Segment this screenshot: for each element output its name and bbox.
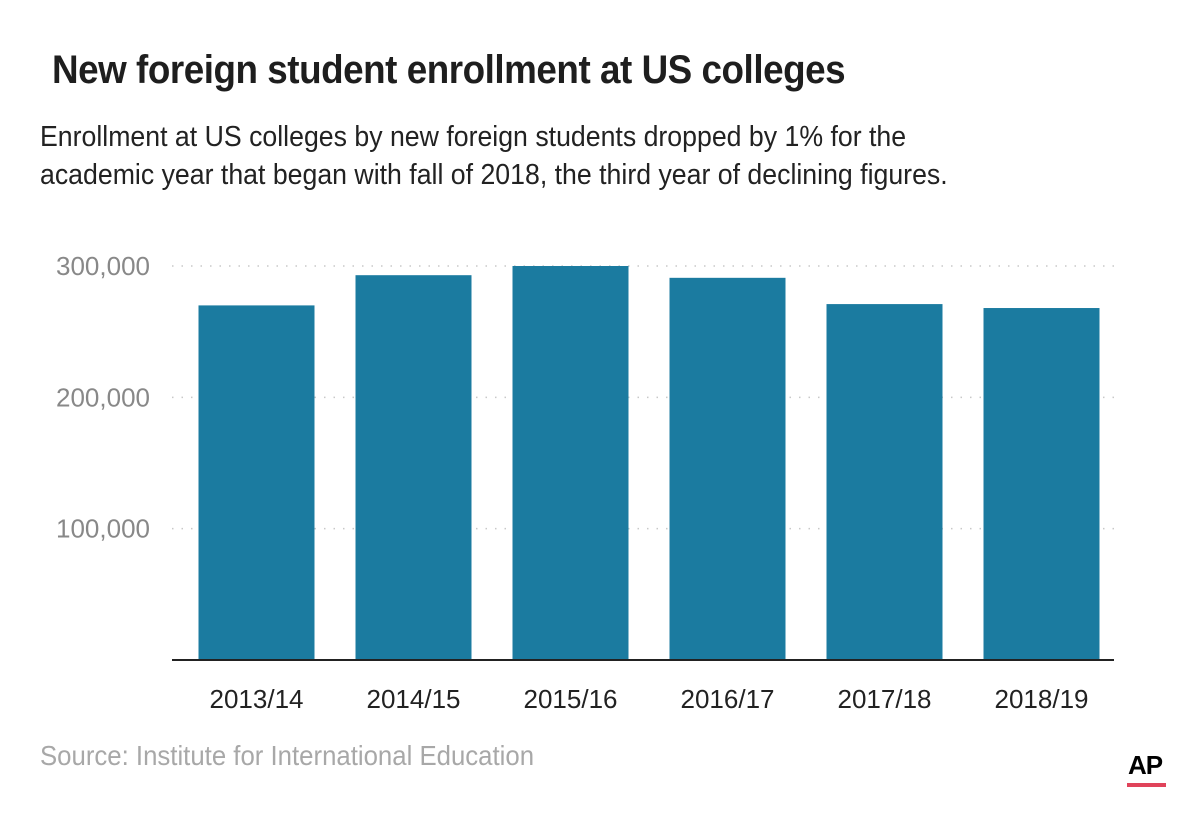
x-tick-label: 2016/17: [681, 684, 775, 714]
ap-logo-underline: [1127, 783, 1166, 787]
source-note: Source: Institute for International Educ…: [40, 740, 535, 771]
chart-subtitle: Enrollment at US colleges by new foreign…: [40, 118, 1126, 194]
bar-2016-17: [669, 277, 786, 660]
x-tick-label: 2017/18: [838, 684, 932, 714]
x-tick-label: 2018/19: [995, 684, 1089, 714]
bar-2013-14: [198, 305, 315, 660]
chart-title: New foreign student enrollment at US col…: [52, 48, 846, 92]
y-tick-label: 100,000: [56, 514, 150, 544]
bars: [198, 266, 1100, 660]
bar-2014-15: [355, 275, 472, 660]
subtitle-line-1: Enrollment at US colleges by new foreign…: [40, 121, 907, 153]
x-axis-labels: 2013/14 2014/15 2015/16 2016/17 2017/18 2018/…: [210, 684, 1089, 714]
bar-2015-16: [512, 266, 629, 660]
y-tick-label: 200,000: [56, 382, 150, 412]
x-tick-label: 2015/16: [524, 684, 618, 714]
subtitle-line-2: academic year that began with fall of 20…: [40, 159, 948, 191]
bar-2017-18: [826, 304, 943, 660]
bar-2018-19: [983, 308, 1100, 660]
ap-logo: AP: [1128, 750, 1163, 780]
x-tick-label: 2014/15: [367, 684, 461, 714]
x-tick-label: 2013/14: [210, 684, 304, 714]
y-tick-label: 300,000: [56, 251, 150, 281]
y-axis-labels: 100,000 200,000 300,000: [56, 251, 150, 544]
